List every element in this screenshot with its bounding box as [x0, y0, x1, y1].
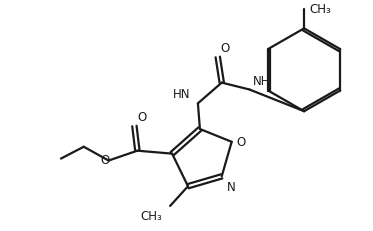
Text: CH₃: CH₃ [140, 209, 162, 222]
Text: NH: NH [253, 74, 270, 87]
Text: O: O [236, 136, 246, 149]
Text: HN: HN [172, 88, 190, 101]
Text: O: O [137, 111, 147, 124]
Text: O: O [221, 42, 230, 55]
Text: O: O [100, 153, 110, 166]
Text: CH₃: CH₃ [309, 3, 331, 16]
Text: N: N [227, 180, 235, 193]
